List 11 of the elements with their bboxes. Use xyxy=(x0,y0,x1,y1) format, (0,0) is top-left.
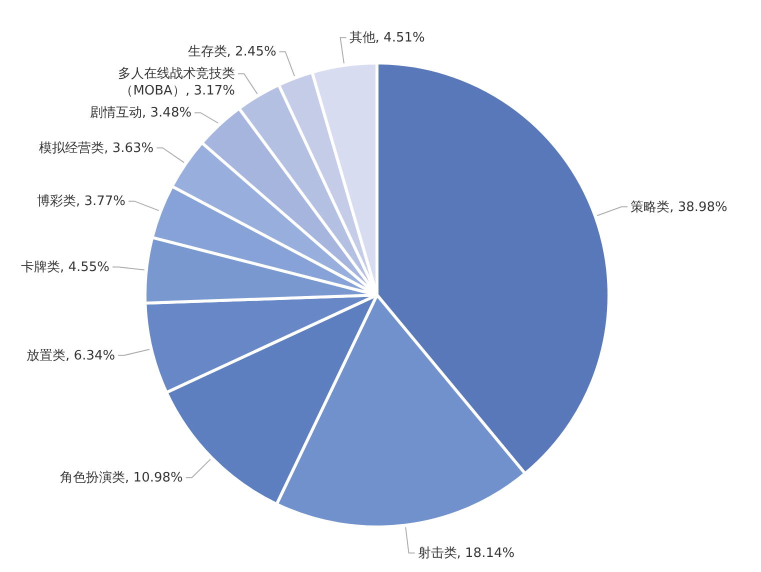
slice-label: 策略类, 38.98% xyxy=(630,200,728,215)
slice-label: 生存类, 2.45% xyxy=(188,44,276,60)
slice-label: 多人在线战术竞技类（MOBA）, 3.17% xyxy=(118,66,236,99)
slice-label: 卡牌类, 4.55% xyxy=(20,260,110,276)
slice-label: 角色扮演类, 10.98% xyxy=(60,470,183,486)
slice-label: 剧情互动, 3.48% xyxy=(90,106,192,121)
slice-label: 放置类, 6.34% xyxy=(26,348,116,364)
slice-label: 模拟经营类, 3.63% xyxy=(39,140,154,156)
slice-label: 博彩类, 3.77% xyxy=(36,194,126,210)
slice-label: 射击类, 18.14% xyxy=(418,546,515,562)
slice-label: 其他, 4.51% xyxy=(349,30,425,46)
